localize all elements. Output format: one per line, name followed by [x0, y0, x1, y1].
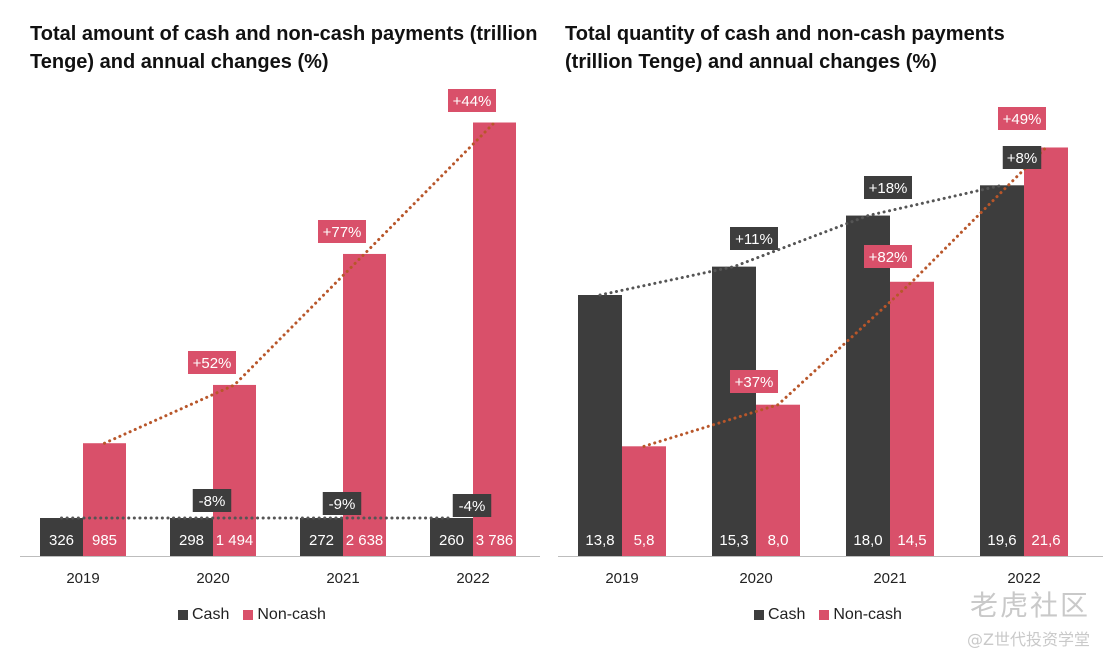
change-label-cash-2022: +8% [1007, 150, 1037, 167]
data-label-non-cash-2021: 14,5 [897, 532, 926, 549]
change-badge-cash-2021 [864, 176, 912, 199]
data-label-cash-2021: 18,0 [853, 532, 882, 549]
bar-non-cash-2019 [622, 446, 666, 556]
watermark-logo: 老虎社区 [969, 589, 1090, 622]
bar-cash-2022 [430, 518, 473, 556]
data-label-non-cash-2022: 3 786 [476, 532, 514, 549]
legend-noncash-label: Non-cash [257, 606, 326, 623]
x-tick-label-2022: 2022 [456, 570, 489, 587]
data-label-cash-2020: 298 [179, 532, 204, 549]
legend-cash-swatch [178, 610, 188, 620]
amount-chart-legend: Cash Non-cash [178, 606, 340, 624]
change-label-cash-2021: -9% [329, 496, 356, 513]
x-tick-label-2020: 2020 [739, 570, 772, 587]
amount-chart-title: Total amount of cash and non-cash paymen… [30, 23, 538, 73]
bar-cash-2019 [578, 295, 622, 556]
bar-non-cash-2020 [756, 404, 800, 556]
change-badge-non-cash-2020 [188, 351, 236, 374]
bar-non-cash-2020 [213, 384, 256, 556]
quantity-chart-panel: Total quantity of cash and non-cash paym… [548, 0, 1110, 664]
change-badge-non-cash-2021 [318, 220, 366, 243]
quantity-chart-legend: Cash Non-cash [754, 606, 916, 624]
legend-cash: Cash [754, 606, 805, 624]
trend-line-cash [598, 183, 1004, 297]
bar-cash-2020 [712, 266, 756, 556]
bar-non-cash-2021 [890, 281, 934, 556]
legend-noncash: Non-cash [819, 606, 902, 624]
bar-non-cash-2022 [1024, 147, 1068, 556]
change-badge-cash-2020 [730, 227, 778, 250]
x-tick-label-2022: 2022 [1007, 570, 1040, 587]
data-label-cash-2021: 272 [309, 532, 334, 549]
amount-chart: 326 985 2019 298 1 494 2020 272 2 638 2021 260 3 7… [20, 89, 540, 587]
change-badge-cash-2020 [192, 489, 232, 512]
bar-cash-2020 [170, 518, 213, 556]
change-label-cash-2022: -4% [459, 498, 486, 515]
data-label-non-cash-2019: 5,8 [634, 532, 655, 549]
data-label-non-cash-2022: 21,6 [1031, 532, 1060, 549]
quantity-chart-title: Total quantity of cash and non-cash paym… [565, 23, 1005, 73]
bar-cash-2022 [980, 185, 1024, 556]
watermark-handle: @Z世代投资学堂 [967, 630, 1090, 649]
change-label-non-cash-2021: +82% [869, 249, 908, 266]
data-label-cash-2022: 260 [439, 532, 464, 549]
data-label-cash-2020: 15,3 [719, 532, 748, 549]
legend-cash-swatch [754, 610, 764, 620]
legend-cash: Cash [178, 606, 229, 624]
data-label-cash-2019: 326 [49, 532, 74, 549]
change-label-non-cash-2022: +49% [1003, 111, 1042, 128]
data-label-non-cash-2019: 985 [92, 532, 117, 549]
change-badge-cash-2021 [322, 492, 362, 515]
x-tick-label-2021: 2021 [326, 570, 359, 587]
change-label-cash-2020: +11% [735, 231, 773, 248]
trend-line-non-cash [103, 121, 496, 445]
change-badge-cash-2022 [1002, 146, 1042, 169]
change-label-cash-2021: +18% [869, 180, 908, 197]
x-tick-label-2019: 2019 [66, 570, 99, 587]
x-tick-label-2019: 2019 [605, 570, 638, 587]
data-label-cash-2019: 13,8 [585, 532, 614, 549]
legend-noncash: Non-cash [243, 606, 326, 624]
data-label-cash-2022: 19,6 [987, 532, 1016, 549]
change-label-non-cash-2022: +44% [453, 93, 492, 110]
change-badge-cash-2022 [452, 494, 492, 517]
change-badge-non-cash-2022 [448, 89, 496, 112]
watermark: 老虎社区 @Z世代投资学堂 [967, 584, 1090, 650]
data-label-non-cash-2021: 2 638 [346, 532, 384, 549]
legend-cash-label: Cash [768, 606, 806, 623]
quantity-chart: 13,8 5,8 2019 15,3 8,0 2020 18,0 14,5 2021 19,6 21… [558, 107, 1103, 587]
bar-cash-2021 [846, 215, 890, 556]
legend-noncash-label: Non-cash [833, 606, 902, 623]
amount-chart-panel: Total amount of cash and non-cash paymen… [0, 0, 548, 664]
bar-cash-2019 [40, 518, 83, 556]
change-label-cash-2020: -8% [199, 493, 226, 510]
legend-noncash-swatch [819, 610, 830, 620]
change-label-non-cash-2021: +77% [323, 224, 362, 241]
legend-cash-label: Cash [192, 606, 230, 623]
bar-non-cash-2022 [473, 122, 516, 557]
data-label-non-cash-2020: 1 494 [216, 532, 254, 549]
bar-cash-2021 [300, 518, 343, 556]
change-label-non-cash-2020: +52% [193, 355, 232, 372]
bar-non-cash-2019 [83, 443, 126, 556]
change-badge-non-cash-2022 [998, 107, 1046, 130]
change-label-non-cash-2020: +37% [735, 374, 774, 391]
legend-noncash-swatch [243, 610, 254, 620]
change-badge-non-cash-2020 [730, 370, 778, 393]
x-tick-label-2021: 2021 [873, 570, 906, 587]
x-tick-label-2020: 2020 [196, 570, 229, 587]
change-badge-non-cash-2021 [864, 245, 912, 268]
data-label-non-cash-2020: 8,0 [768, 532, 789, 549]
